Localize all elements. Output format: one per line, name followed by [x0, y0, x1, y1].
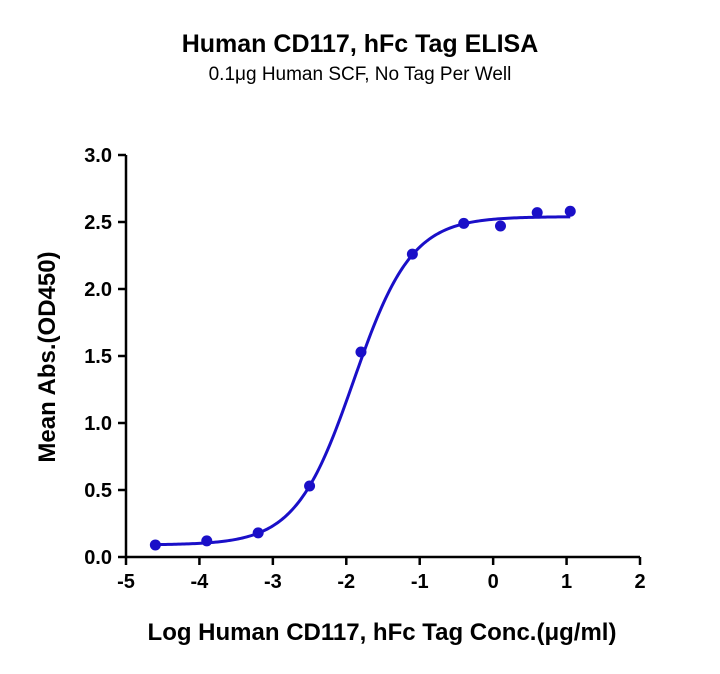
data-points: [149, 205, 576, 551]
ticks: -5 -4 -3 -2 -1 0 1 2 0.0 0.5 1.0 1.5 2.0 2.5 3.0: [84, 145, 645, 593]
x-tick-label: -2: [337, 571, 355, 593]
fit-curve: [155, 215, 571, 547]
data-point: [458, 217, 470, 229]
data-point: [494, 220, 506, 232]
data-point: [304, 480, 316, 492]
data-point: [201, 535, 213, 547]
data-point: [531, 207, 543, 219]
y-tick-label: 1.5: [84, 346, 112, 368]
y-tick-label: 3.0: [84, 145, 112, 167]
y-tick-label: 0.0: [84, 547, 112, 569]
data-point: [149, 539, 161, 551]
y-tick-label: 1.0: [84, 413, 112, 435]
data-point: [252, 527, 264, 539]
chart-subtitle: 0.1μg Human SCF, No Tag Per Well: [208, 64, 512, 85]
x-tick-label: -4: [191, 571, 210, 593]
x-tick-label: -1: [411, 571, 429, 593]
x-tick-label: -3: [264, 571, 282, 593]
x-tick-label: 0: [488, 571, 499, 593]
x-tick-label: -5: [117, 571, 135, 593]
data-point: [355, 346, 367, 358]
y-tick-label: 2.5: [84, 212, 112, 234]
y-axis-label: Mean Abs.(OD450): [34, 251, 61, 462]
x-tick-label: 1: [561, 571, 572, 593]
y-tick-label: 0.5: [84, 480, 112, 502]
x-tick-label: 2: [634, 571, 645, 593]
x-axis-label: Log Human CD117, hFc Tag Conc.(μg/ml): [148, 619, 617, 646]
y-tick-label: 2.0: [84, 279, 112, 301]
chart-title: Human CD117, hFc Tag ELISA: [181, 30, 539, 58]
axes: [124, 155, 640, 559]
data-point: [564, 205, 576, 217]
data-point: [406, 248, 418, 260]
